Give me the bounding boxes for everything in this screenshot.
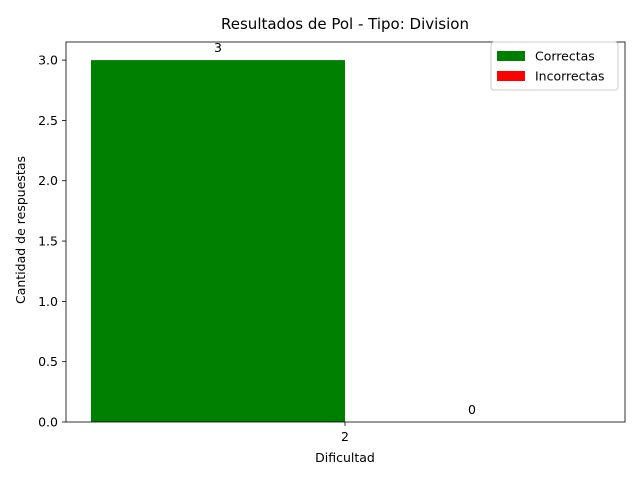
legend-swatch-correctas — [497, 51, 525, 61]
legend-label: Correctas — [535, 49, 595, 64]
x-axis: 2 — [341, 422, 349, 444]
bar-correctas — [91, 60, 345, 422]
chart-title: Resultados de Pol - Tipo: Division — [221, 15, 469, 33]
y-tick-label: 1.5 — [38, 234, 58, 249]
y-tick-label: 0.5 — [38, 354, 58, 369]
y-tick-label: 1.0 — [38, 294, 58, 309]
y-tick-label: 2.0 — [38, 173, 58, 188]
plot-frame — [65, 41, 626, 423]
legend-label: Incorrectas — [535, 69, 605, 84]
bars-group: 30 — [91, 40, 476, 422]
x-tick-label: 2 — [341, 429, 349, 444]
y-axis-label: Cantidad de respuestas — [13, 156, 28, 304]
legend: Correctas Incorrectas — [490, 41, 619, 91]
y-tick-label: 3.0 — [38, 53, 58, 68]
x-axis-label: Dificultad — [315, 450, 375, 465]
y-tick-label: 0.0 — [38, 415, 58, 430]
y-axis: 0.0 0.5 1.0 1.5 2.0 2.5 3.0 — [38, 53, 66, 430]
bar-value-label: 3 — [214, 40, 222, 55]
y-tick-label: 2.5 — [38, 113, 58, 128]
legend-swatch-incorrectas — [497, 71, 525, 81]
bar-value-label: 0 — [468, 402, 476, 417]
